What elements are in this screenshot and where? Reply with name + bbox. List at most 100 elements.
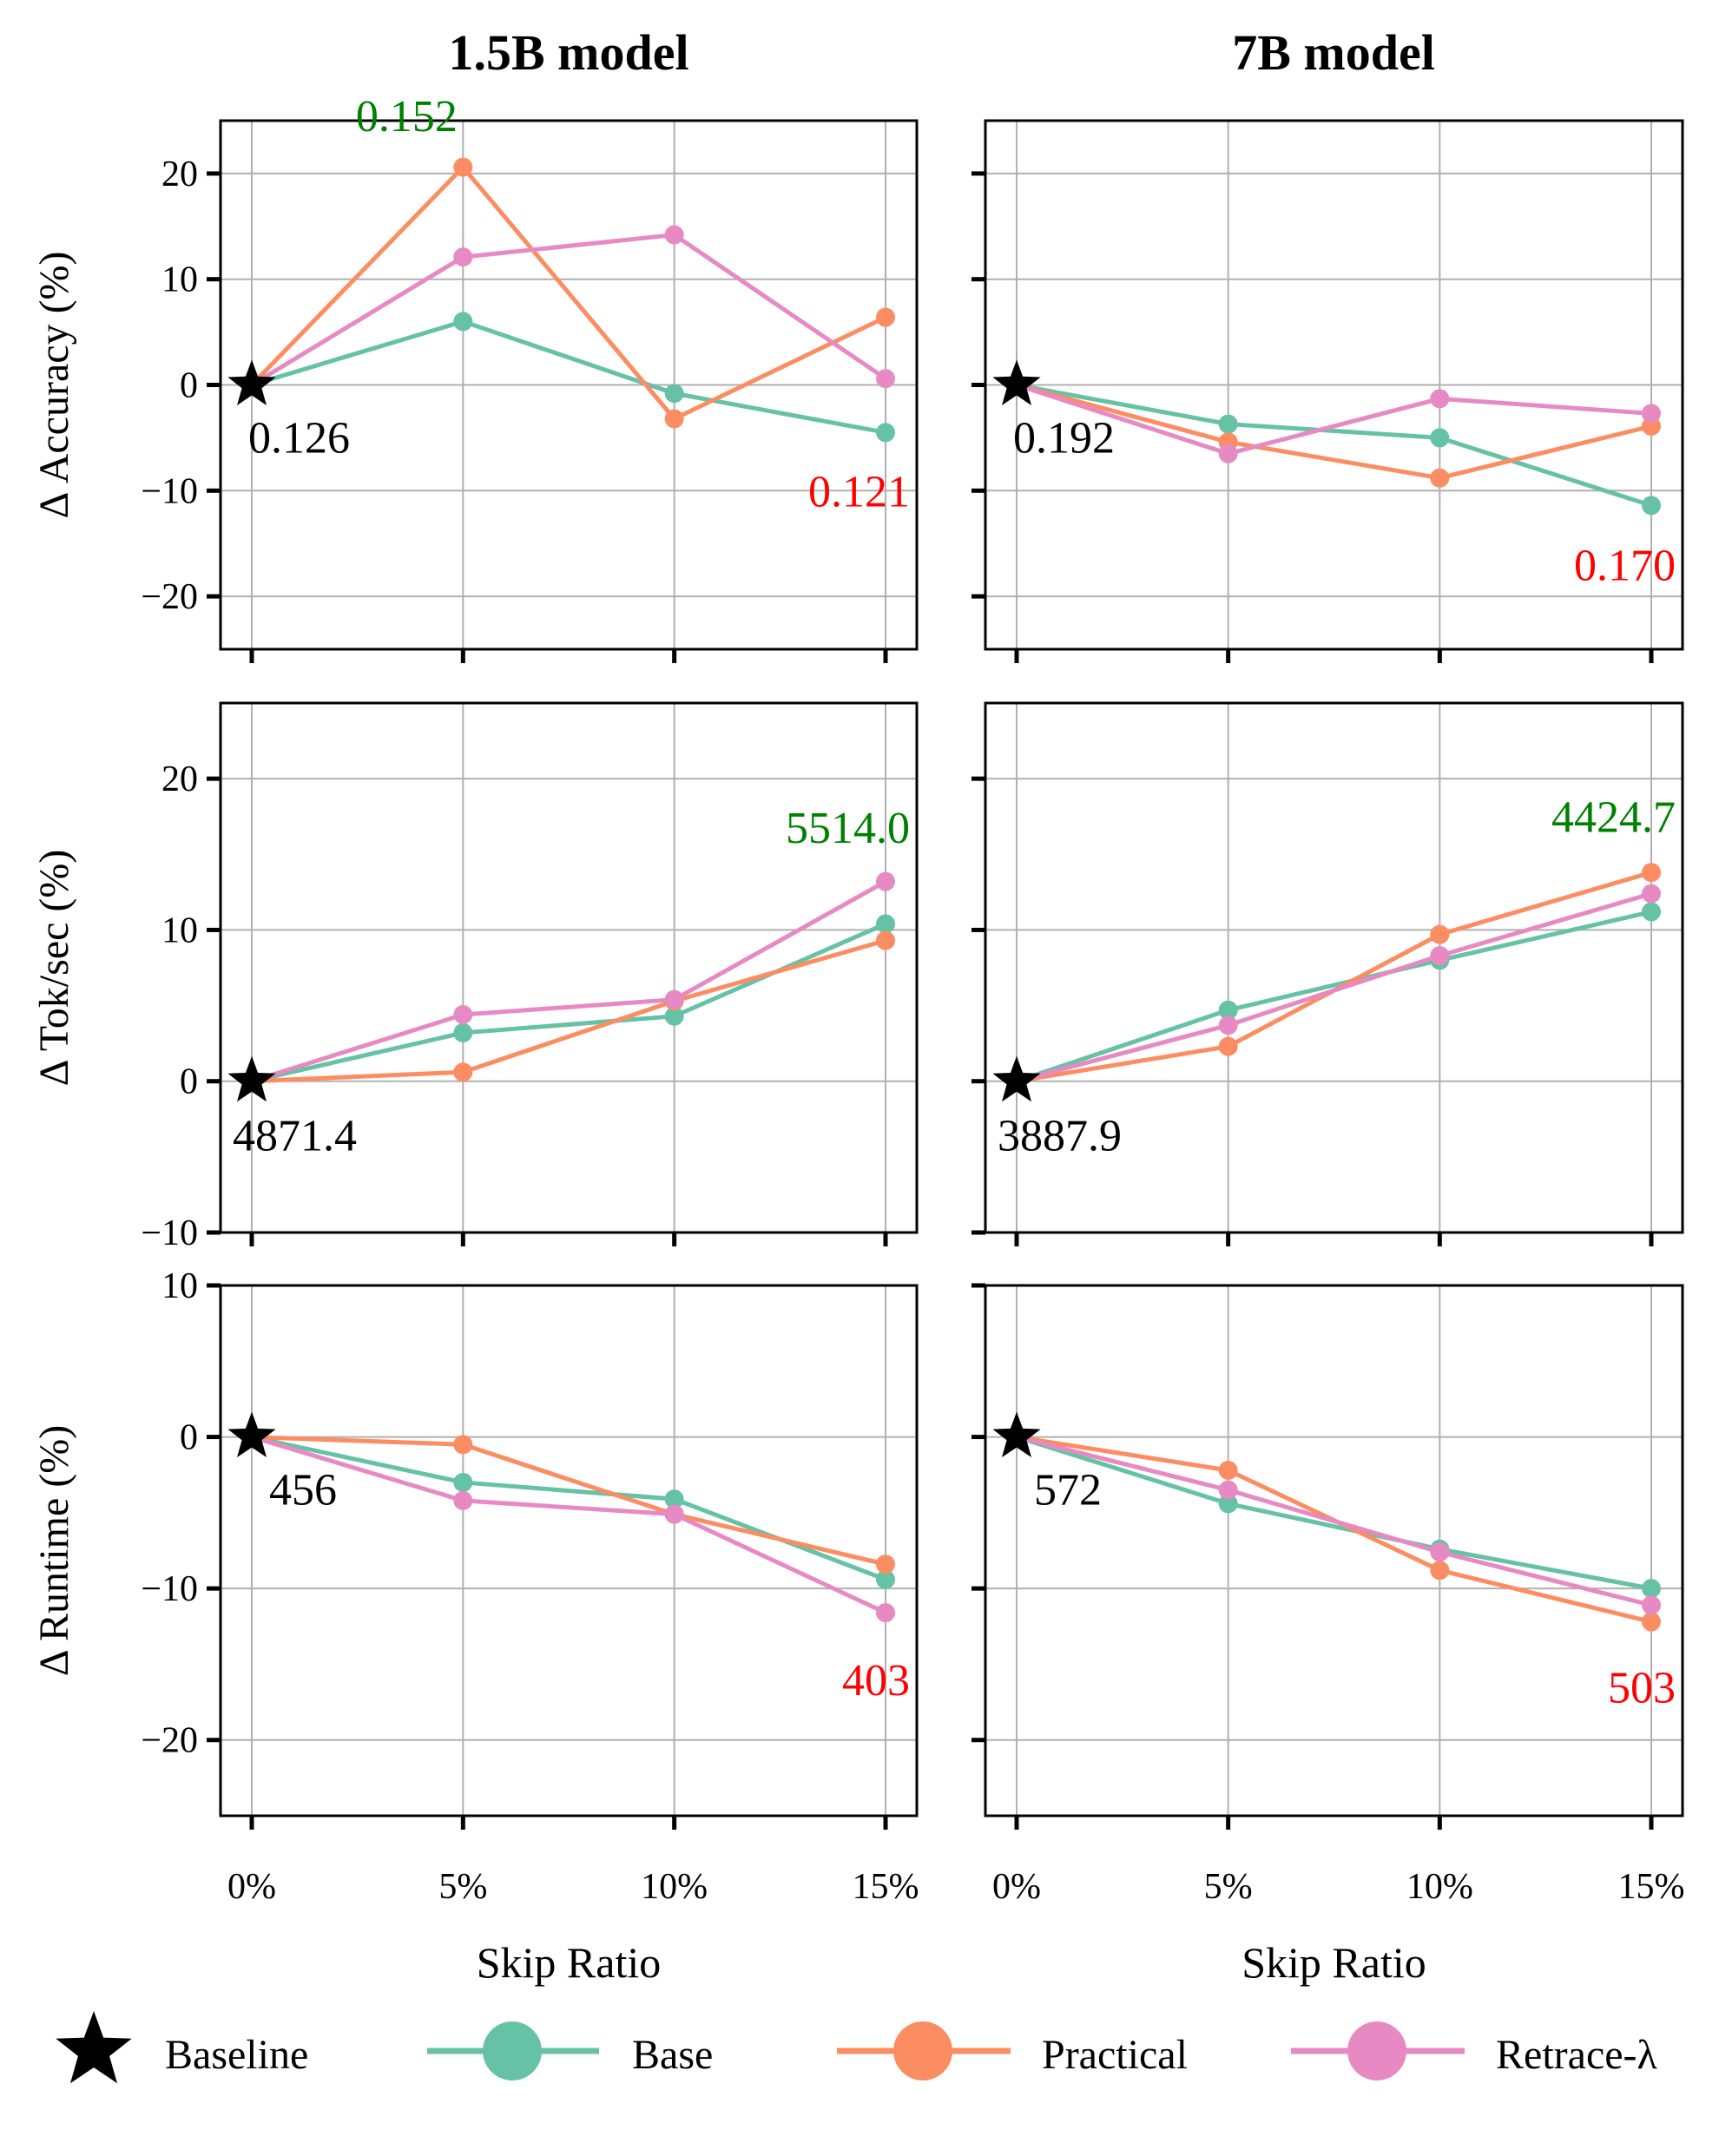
data-point-retrace — [664, 989, 684, 1009]
series-line-base — [251, 922, 887, 1084]
y-tick-label: 0 — [180, 1418, 198, 1458]
legend-marker-practical — [893, 2021, 952, 2080]
legend-label-base: Base — [632, 2032, 713, 2078]
y-tick-label: 0 — [180, 366, 198, 406]
panel-0-0: −20 −10 0 10 20 Δ Accuracy (%) 0.126 0.152 0.121 — [31, 92, 919, 663]
data-point-base — [1430, 428, 1450, 448]
axes-frame — [219, 1284, 919, 1817]
x-tick-label: 0% — [227, 1867, 276, 1907]
legend-label-practical: Practical — [1042, 2032, 1188, 2078]
data-point-practical — [1218, 1460, 1238, 1480]
axes-frame — [984, 701, 1684, 1234]
baseline-star-marker — [227, 359, 276, 405]
data-point-retrace — [876, 1603, 895, 1623]
series-line-retrace — [251, 1435, 887, 1615]
series-line-base — [1016, 910, 1652, 1084]
series-line-retrace — [1016, 891, 1652, 1084]
data-point-base — [1218, 414, 1238, 434]
baseline-value-label: 572 — [1034, 1466, 1102, 1515]
legend-marker-retrace — [1347, 2021, 1406, 2080]
panel-1-0: −10 0 10 20 Δ Tok/sec (%) 4871.4 5514.0 — [31, 701, 919, 1253]
column-titles: 1.5B model 7B model — [448, 24, 1434, 81]
data-point-base — [453, 312, 473, 332]
series-line-practical — [251, 1435, 886, 1567]
series-line-base — [1016, 1435, 1652, 1591]
y-tick-label: −10 — [141, 1213, 198, 1253]
series-line-practical — [250, 165, 887, 421]
baseline-star-marker — [227, 1411, 276, 1457]
data-point-retrace — [876, 871, 895, 891]
data-point-base — [1218, 1494, 1238, 1514]
x-tick-label: 5% — [438, 1867, 487, 1907]
value-annotation-green: 0.152 — [356, 92, 458, 141]
data-point-retrace — [1642, 1595, 1661, 1615]
data-point-retrace — [1218, 1016, 1238, 1035]
legend-marker-base — [483, 2021, 542, 2080]
data-point-base — [453, 1472, 473, 1492]
data-point-base — [1642, 902, 1661, 922]
panels: −20 −10 0 10 20 Δ Accuracy (%) 0.126 0.152 0.121… — [31, 92, 1685, 1987]
baseline-value-label: 456 — [269, 1466, 337, 1515]
data-point-retrace — [1430, 389, 1450, 409]
data-point-practical — [453, 1062, 473, 1082]
x-tick-label: 10% — [641, 1867, 708, 1907]
data-point-practical — [876, 307, 895, 327]
series-line-practical — [251, 938, 886, 1084]
data-point-base — [1218, 1000, 1238, 1020]
data-point-retrace — [453, 247, 473, 267]
data-point-retrace — [1642, 884, 1661, 904]
baseline-value-label: 3887.9 — [998, 1112, 1122, 1161]
data-point-base — [876, 423, 895, 443]
data-point-retrace — [664, 1504, 684, 1524]
data-point-practical — [453, 157, 473, 177]
data-point-practical — [453, 1435, 473, 1455]
value-annotation-green: 5514.0 — [786, 804, 910, 853]
value-annotation-red: 503 — [1608, 1664, 1676, 1713]
value-annotation-red: 0.121 — [808, 467, 910, 516]
y-axis-label: Δ Tok/sec (%) — [31, 850, 77, 1087]
y-tick-label: −10 — [141, 1569, 198, 1609]
series-line-retrace — [250, 233, 887, 387]
column-title-1-5b: 1.5B model — [448, 24, 688, 81]
y-tick-label: 20 — [161, 759, 198, 799]
y-tick-label: −10 — [141, 471, 198, 511]
series-line-practical — [1016, 383, 1652, 481]
x-tick-label: 15% — [1618, 1867, 1685, 1907]
data-point-base — [1642, 496, 1661, 516]
baseline-star-marker — [227, 1055, 276, 1102]
data-point-base — [1642, 1579, 1661, 1599]
y-tick-label: 0 — [180, 1062, 198, 1102]
data-point-base — [664, 1489, 684, 1509]
data-point-practical — [1218, 1036, 1238, 1056]
data-point-retrace — [453, 1490, 473, 1510]
value-annotation-red: 0.170 — [1574, 542, 1676, 591]
column-title-7b: 7B model — [1232, 24, 1435, 81]
baseline-value-label: 4871.4 — [233, 1112, 357, 1161]
x-tick-label: 15% — [853, 1867, 919, 1907]
data-point-base — [664, 384, 684, 404]
legend-label-baseline: Baseline — [165, 2032, 308, 2078]
y-axis-label: Δ Accuracy (%) — [31, 251, 77, 518]
panel-2-0: −20 −10 0 10 0% 5% 10% 15% Δ Runtime (%) Skip Rat… — [31, 1266, 919, 1987]
data-point-practical — [876, 1555, 895, 1574]
y-tick-label: 10 — [161, 1266, 198, 1306]
data-point-retrace — [664, 225, 684, 245]
data-point-practical — [1642, 1612, 1661, 1632]
x-axis-label: Skip Ratio — [477, 1938, 662, 1987]
axes-frame — [984, 1284, 1684, 1817]
baseline-star-marker — [992, 1055, 1041, 1102]
y-tick-label: −20 — [141, 1721, 198, 1761]
data-point-retrace — [1430, 1542, 1450, 1562]
legend: Baseline Base Practical Retrace-λ — [56, 2011, 1658, 2084]
legend-label-retrace: Retrace-λ — [1496, 2032, 1658, 2078]
data-point-practical — [1430, 924, 1450, 944]
y-tick-label: 10 — [161, 260, 198, 300]
baseline-value-label: 0.192 — [1013, 414, 1115, 463]
y-axis-label: Δ Runtime (%) — [31, 1425, 77, 1677]
x-axis-label: Skip Ratio — [1242, 1938, 1426, 1987]
baseline-star-marker — [992, 359, 1041, 405]
data-point-practical — [876, 930, 895, 950]
x-tick-label: 5% — [1204, 1867, 1253, 1907]
data-point-base — [453, 1022, 473, 1042]
